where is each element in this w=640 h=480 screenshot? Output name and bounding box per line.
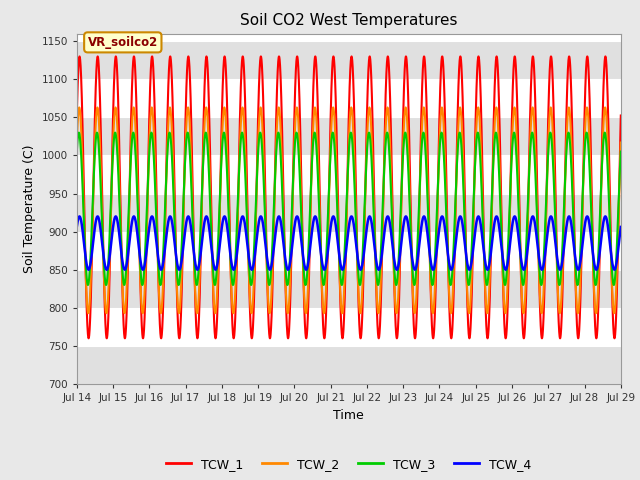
TCW_3 xyxy=(427,268,435,274)
TCW_4 xyxy=(73,224,81,230)
TCW_4 xyxy=(479,239,486,245)
TCW_4 xyxy=(172,250,180,255)
Line: TCW_3: TCW_3 xyxy=(77,132,621,285)
TCW_3 xyxy=(129,130,137,135)
TCW_1 xyxy=(520,335,528,340)
TCW_2 xyxy=(617,140,625,145)
TCW_3 xyxy=(479,218,486,224)
TCW_2 xyxy=(479,215,487,220)
TCW_1 xyxy=(479,185,486,191)
TCW_3 xyxy=(501,282,509,288)
Bar xyxy=(77,193,621,232)
TCW_1 xyxy=(184,54,192,60)
TCW_1 xyxy=(427,288,435,293)
TCW_4 xyxy=(493,214,500,219)
Y-axis label: Soil Temperature (C): Soil Temperature (C) xyxy=(23,144,36,273)
TCW_2 xyxy=(520,307,528,312)
Bar xyxy=(77,41,621,79)
TCW_1 xyxy=(281,252,289,258)
X-axis label: Time: Time xyxy=(333,408,364,421)
TCW_1 xyxy=(172,236,179,242)
TCW_1 xyxy=(617,113,625,119)
Line: TCW_2: TCW_2 xyxy=(77,108,621,313)
TCW_1 xyxy=(73,113,81,119)
TCW_2 xyxy=(427,285,435,291)
TCW_4 xyxy=(617,224,625,230)
TCW_1 xyxy=(399,114,407,120)
TCW_1 xyxy=(556,336,564,341)
TCW_3 xyxy=(281,252,289,258)
Bar xyxy=(77,270,621,308)
TCW_4 xyxy=(399,224,407,230)
TCW_2 xyxy=(172,248,179,253)
TCW_4 xyxy=(427,258,435,264)
TCW_3 xyxy=(617,149,625,155)
Line: TCW_4: TCW_4 xyxy=(77,216,621,270)
Legend: TCW_1, TCW_2, TCW_3, TCW_4: TCW_1, TCW_2, TCW_3, TCW_4 xyxy=(161,453,536,476)
TCW_4 xyxy=(121,267,129,273)
TCW_2 xyxy=(399,138,407,144)
TCW_2 xyxy=(73,140,81,145)
TCW_2 xyxy=(281,259,289,264)
TCW_2 xyxy=(202,105,210,110)
Title: Soil CO2 West Temperatures: Soil CO2 West Temperatures xyxy=(240,13,458,28)
Bar xyxy=(77,346,621,384)
TCW_2 xyxy=(374,310,382,316)
TCW_3 xyxy=(172,247,180,252)
TCW_3 xyxy=(520,276,528,282)
Bar xyxy=(77,118,621,156)
TCW_3 xyxy=(73,149,81,155)
Text: VR_soilco2: VR_soilco2 xyxy=(88,36,158,49)
TCW_4 xyxy=(520,266,528,272)
Line: TCW_1: TCW_1 xyxy=(77,57,621,338)
TCW_4 xyxy=(281,252,289,258)
TCW_3 xyxy=(399,149,407,155)
